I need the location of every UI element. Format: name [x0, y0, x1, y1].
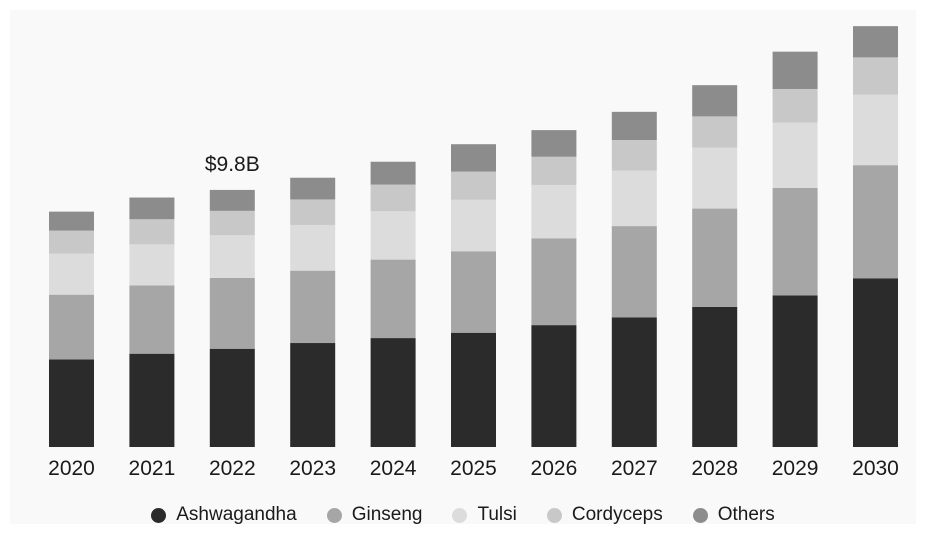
total-annotation-2022: $9.8B: [205, 153, 260, 176]
x-tick-label-2020: 2020: [48, 457, 95, 480]
bar-segment-tulsi-2029: [772, 122, 818, 189]
bar-segment-ginseng-2030: [853, 165, 898, 279]
bar-segment-cordyceps-2029: [772, 88, 818, 123]
chart-legend: Ashwagandha Ginseng Tulsi Cordyceps Others: [0, 500, 926, 530]
bar-segment-tulsi-2030: [853, 94, 898, 166]
bar-segment-ashwagandha-2024: [370, 338, 416, 447]
bar-segment-cordyceps-2024: [370, 184, 416, 212]
x-tick-label-2028: 2028: [691, 457, 738, 480]
bar-segment-cordyceps-2022: [209, 210, 255, 236]
x-tick-label-2027: 2027: [611, 457, 658, 480]
x-tick-label-2025: 2025: [450, 457, 497, 480]
bar-segment-cordyceps-2026: [531, 156, 577, 185]
bar-segment-ashwagandha-2025: [451, 332, 496, 447]
legend-label: Ashwagandha: [176, 504, 297, 525]
x-tick-label-2023: 2023: [289, 457, 336, 480]
legend-item-tulsi: Tulsi: [452, 504, 517, 526]
legend-item-cordyceps: Cordyceps: [546, 504, 663, 526]
bar-segment-ginseng-2022: [209, 277, 255, 349]
bar-segment-others-2026: [531, 130, 577, 157]
legend-label: Others: [717, 504, 775, 525]
x-tick-label-2022: 2022: [209, 457, 256, 480]
legend-label: Tulsi: [477, 504, 517, 525]
bar-segment-ginseng-2021: [129, 285, 175, 354]
x-tick-label-2021: 2021: [129, 457, 176, 480]
bar-segment-cordyceps-2023: [290, 199, 336, 225]
bar-segment-cordyceps-2020: [49, 230, 94, 254]
bar-segment-tulsi-2028: [692, 147, 738, 209]
legend-swatch-icon: [452, 507, 468, 523]
legend-item-others: Others: [692, 504, 775, 526]
bar-segment-ashwagandha-2026: [531, 325, 577, 447]
bar-segment-ginseng-2029: [772, 188, 818, 296]
bar-segment-cordyceps-2030: [853, 57, 898, 95]
legend-label: Ginseng: [351, 504, 423, 525]
bar-segment-cordyceps-2025: [451, 171, 496, 200]
legend-swatch-icon: [546, 507, 562, 523]
bar-segment-ginseng-2020: [49, 294, 94, 360]
bar-segment-others-2021: [129, 197, 175, 220]
bar-segment-tulsi-2025: [451, 199, 496, 252]
bar-segment-ginseng-2027: [611, 226, 657, 318]
bar-segment-others-2029: [772, 51, 818, 89]
bar-segment-ashwagandha-2029: [772, 295, 818, 447]
bar-segment-cordyceps-2028: [692, 116, 738, 148]
bar-segment-ginseng-2028: [692, 208, 738, 307]
x-tick-label-2030: 2030: [852, 457, 899, 480]
bar-segment-others-2025: [451, 144, 496, 172]
bar-segment-others-2028: [692, 85, 738, 117]
bar-segment-ashwagandha-2027: [611, 317, 657, 447]
bar-segment-others-2030: [853, 26, 898, 58]
bar-segment-others-2024: [370, 161, 416, 185]
bar-segment-ginseng-2024: [370, 259, 416, 339]
bar-segment-ginseng-2025: [451, 251, 496, 333]
bar-segment-cordyceps-2027: [611, 140, 657, 171]
legend-item-ashwagandha: Ashwagandha: [151, 504, 297, 526]
bar-segment-ginseng-2026: [531, 238, 577, 326]
bar-segment-ashwagandha-2021: [129, 353, 175, 447]
stacked-bar-chart: 2020 2021 2022 $9.8B 2023 2024 2025 2026 2027 202…: [48, 26, 899, 480]
x-tick-label-2029: 2029: [772, 457, 819, 480]
legend-label: Cordyceps: [571, 504, 663, 525]
x-tick-label-2024: 2024: [370, 457, 417, 480]
bar-segment-ashwagandha-2020: [49, 359, 94, 447]
bar-segment-cordyceps-2021: [129, 219, 175, 245]
bar-segment-tulsi-2026: [531, 184, 577, 239]
legend-swatch-icon: [326, 507, 342, 523]
bar-segment-ginseng-2023: [290, 270, 336, 344]
bar-segment-ashwagandha-2023: [290, 343, 336, 447]
bar-segment-ashwagandha-2030: [853, 278, 898, 447]
bar-segment-others-2023: [290, 177, 336, 200]
legend-swatch-icon: [692, 507, 708, 523]
bar-segment-tulsi-2021: [129, 244, 175, 286]
bar-segment-others-2027: [611, 111, 657, 141]
bar-segment-tulsi-2020: [49, 253, 94, 295]
bar-segment-tulsi-2022: [209, 235, 255, 278]
legend-item-ginseng: Ginseng: [326, 504, 423, 526]
x-tick-label-2026: 2026: [531, 457, 578, 480]
bar-segment-others-2022: [209, 189, 255, 211]
bar-segment-ashwagandha-2022: [209, 348, 255, 447]
bar-segment-others-2020: [49, 211, 94, 231]
bar-segment-tulsi-2027: [611, 170, 657, 227]
bar-segment-tulsi-2023: [290, 224, 336, 271]
legend-swatch-icon: [151, 507, 167, 523]
bar-segment-tulsi-2024: [370, 211, 416, 260]
bar-segment-ashwagandha-2028: [692, 306, 738, 447]
